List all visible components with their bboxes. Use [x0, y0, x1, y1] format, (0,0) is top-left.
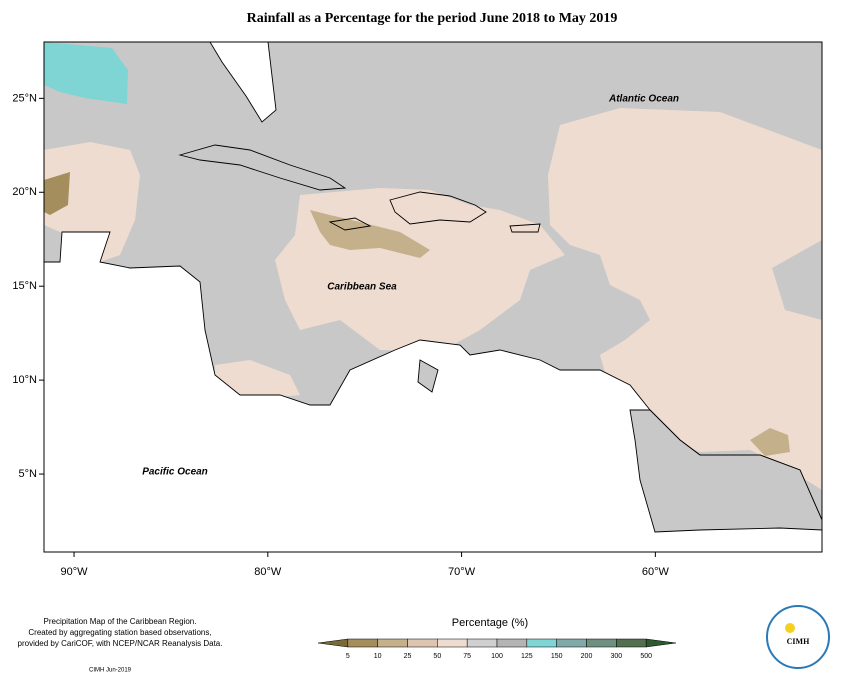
footer-line: Created by aggregating station based obs… [28, 628, 211, 637]
colorbar-segment [407, 638, 438, 648]
legend-title: Percentage (%) [452, 617, 528, 629]
colorbar-label: 150 [551, 653, 563, 660]
colorbar-segment [586, 638, 617, 648]
jamaica [328, 217, 372, 231]
footer: Precipitation Map of the Caribbean Regio… [18, 605, 830, 674]
ocean-label: Pacific Ocean [142, 467, 208, 478]
colorbar-label: 300 [610, 653, 622, 660]
colorbar-segment [496, 638, 528, 648]
very-dry-region [310, 210, 430, 258]
hispaniola [389, 191, 487, 225]
lake [417, 359, 439, 393]
puerto-rico [509, 223, 541, 233]
colorbar-arrow [317, 638, 349, 648]
colorbar-segment [616, 638, 647, 648]
y-tick-label: 15°N [12, 280, 37, 292]
y-tick-label: 20°N [12, 186, 37, 198]
legend: Percentage (%) 5 10 25 50 75 100 125 150 200 300 5… [317, 617, 677, 660]
colorbar-segment [437, 638, 468, 648]
y-tick-label: 5°N [19, 468, 38, 480]
y-tick-label: 25°N [12, 92, 37, 104]
x-tick-label: 80°W [254, 566, 282, 578]
colorbar-label: 500 [640, 653, 652, 660]
colorbar-label: 200 [581, 653, 593, 660]
dry-region [44, 172, 70, 215]
x-tick-label: 60°W [642, 566, 670, 578]
colorbar-segment [526, 638, 557, 648]
colorbar-label: 10 [374, 653, 382, 660]
colorbar-label: 100 [491, 653, 503, 660]
colorbar-label: 25 [404, 653, 412, 660]
colorbar-label: 75 [463, 653, 471, 660]
map-frame [43, 41, 823, 553]
x-tick-label: 70°W [448, 566, 476, 578]
sea-label: Caribbean Sea [327, 282, 397, 293]
colorbar-segment [466, 638, 498, 648]
colorbar-segment [347, 638, 378, 648]
very-dry-region [750, 428, 790, 456]
dry-region [548, 108, 822, 490]
colorbar-segment [377, 638, 408, 648]
logo-text: CIMH [787, 637, 810, 646]
colorbar-arrow [645, 638, 677, 648]
logo-sun [785, 623, 795, 633]
colorbar-segment [556, 638, 587, 648]
credit: CIMH Jun-2019 [89, 668, 132, 674]
map-area: Atlantic Ocean Caribbean Sea Pacific Oce… [43, 41, 823, 553]
dry-region [215, 360, 300, 398]
cuba [178, 144, 347, 191]
logo [766, 605, 830, 669]
colorbar-label: 125 [521, 653, 533, 660]
ocean-label: Atlantic Ocean [608, 94, 679, 105]
colorbar-label: 5 [346, 653, 350, 660]
wet-region [44, 42, 128, 104]
footer-line: Precipitation Map of the Caribbean Regio… [44, 617, 197, 626]
x-tick-label: 90°W [61, 566, 89, 578]
footer-line: provided by CariCOF, with NCEP/NCAR Rean… [18, 639, 223, 648]
colorbar-label: 50 [433, 653, 441, 660]
map-title: Rainfall as a Percentage for the period … [247, 11, 618, 26]
y-tick-label: 10°N [12, 374, 37, 386]
